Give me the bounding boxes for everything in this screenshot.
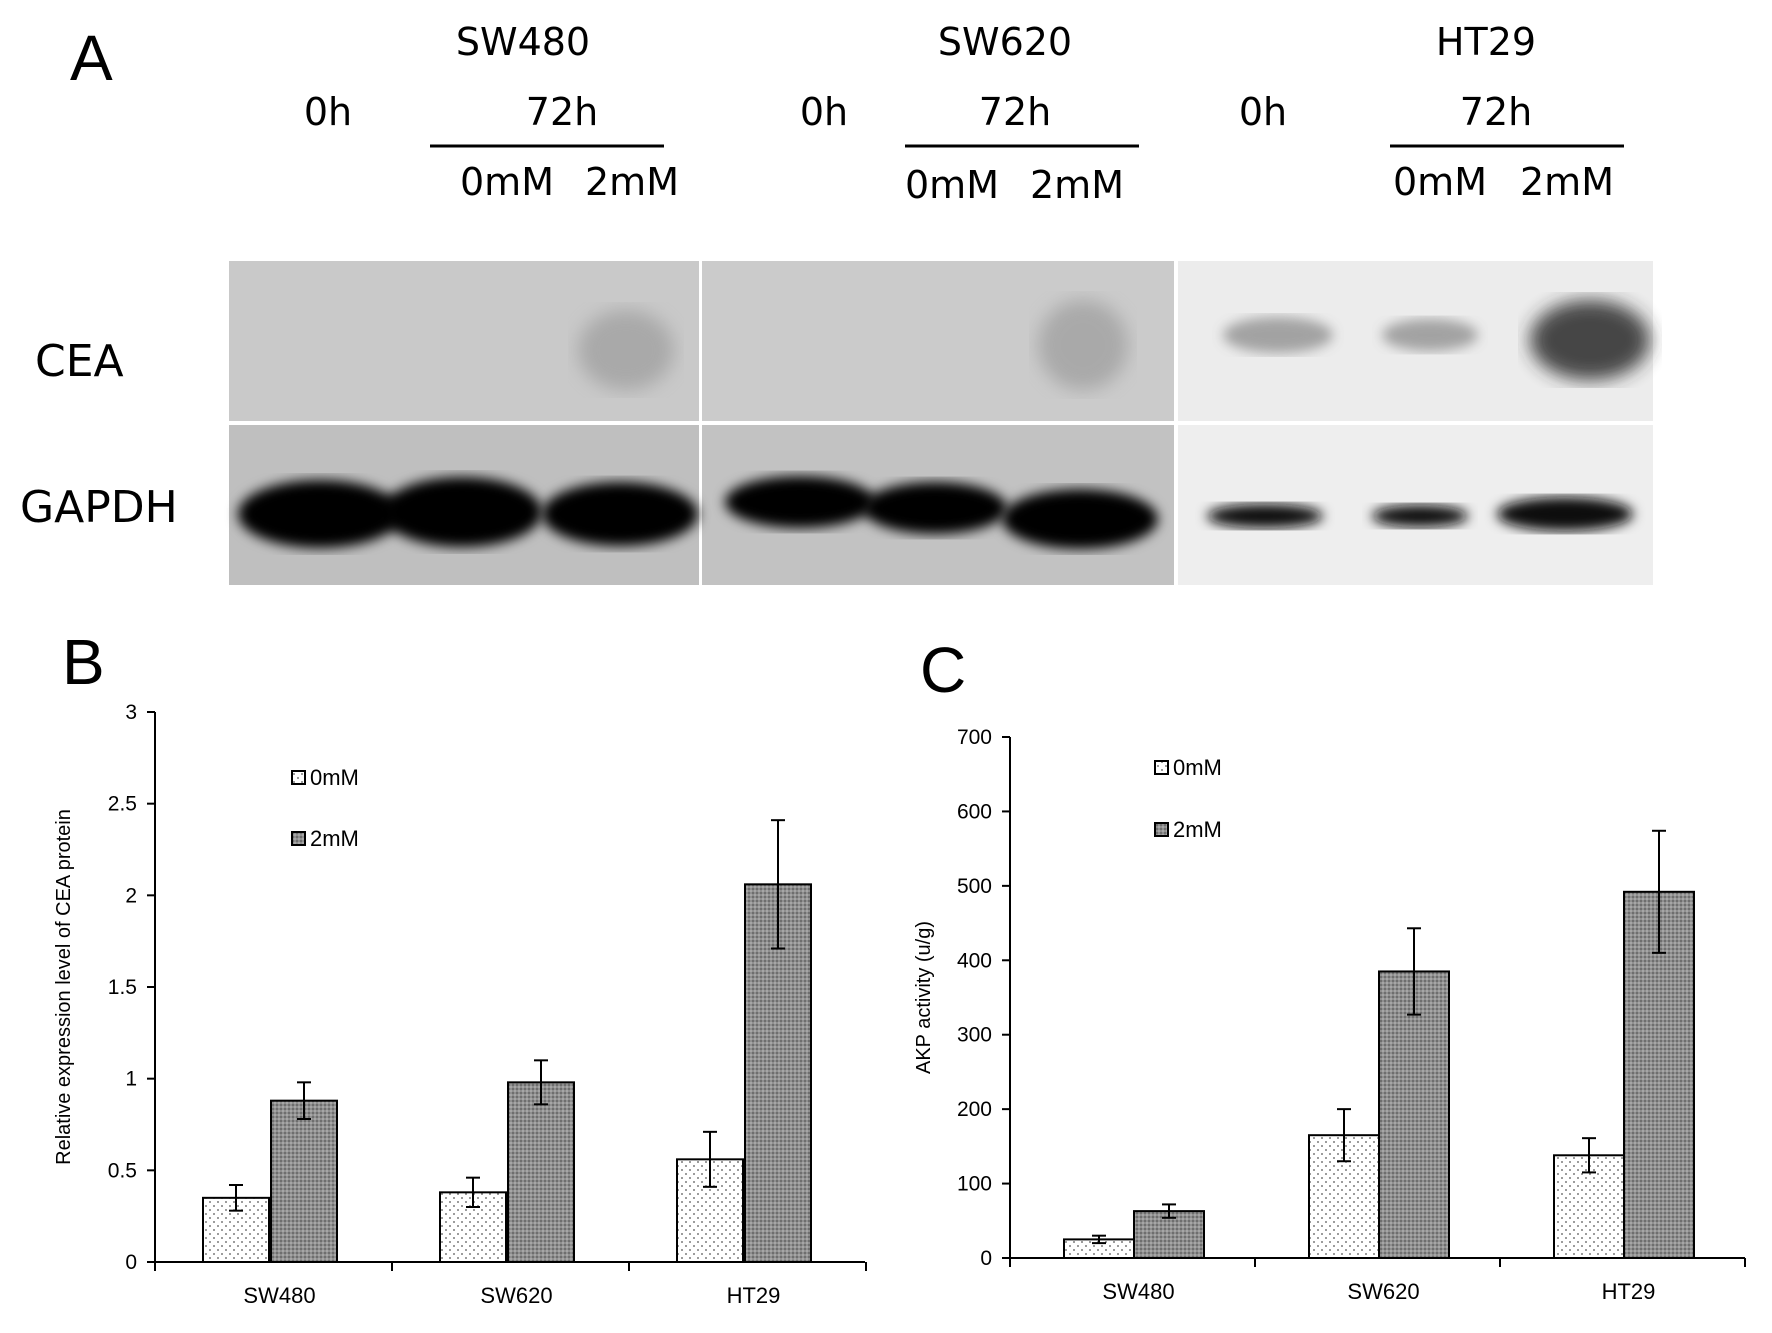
x-category-label: SW620 xyxy=(1347,1279,1419,1304)
chart-c: C 0 100 200 300 400 500 600 700 SW480 SW620 HT29 AK… xyxy=(913,634,1746,1304)
conc-0mm-label: 0mM xyxy=(1393,160,1487,204)
gapdh-band xyxy=(382,477,542,547)
legend-label: 2mM xyxy=(1173,817,1222,842)
y-tick-label: 700 xyxy=(957,726,992,749)
x-category-label: SW480 xyxy=(1102,1279,1174,1304)
y-tick-label: 600 xyxy=(957,800,992,823)
y-tick-label: 2.5 xyxy=(108,793,137,816)
y-tick-label: 0 xyxy=(125,1251,137,1274)
gapdh-band xyxy=(542,482,698,546)
y-tick-label: 1 xyxy=(125,1068,137,1091)
legend-label: 0mM xyxy=(1173,755,1222,780)
y-axis-label: Relative expression level of CEA protein xyxy=(53,809,75,1165)
gapdh-band xyxy=(1497,497,1633,531)
legend-swatch xyxy=(1154,760,1169,775)
blot-row-label-cea: CEA xyxy=(35,336,124,387)
cell-line-label: SW480 xyxy=(456,20,590,64)
cea-band xyxy=(1382,319,1478,351)
x-category-label: SW620 xyxy=(480,1283,552,1308)
bar-2mM-SW480 xyxy=(270,1099,338,1263)
panel-b-letter: B xyxy=(62,626,105,698)
cea-band xyxy=(1530,300,1650,380)
gapdh-band xyxy=(1372,505,1468,527)
y-tick-label: 200 xyxy=(957,1098,992,1121)
y-tick-label: 0 xyxy=(980,1247,992,1270)
gapdh-band xyxy=(1002,489,1158,549)
bar-2mM-SW620 xyxy=(1378,970,1450,1259)
gapdh-band xyxy=(1207,504,1323,528)
y-tick-label: 100 xyxy=(957,1173,992,1196)
blot-header-sw620: SW620 0h 72h 0mM 2mM xyxy=(800,20,1139,207)
cea-band xyxy=(1223,317,1333,353)
y-tick-label: 1.5 xyxy=(108,976,137,999)
panel-a-letter: A xyxy=(70,22,113,94)
cell-line-label: HT29 xyxy=(1436,20,1536,64)
time-72h-label: 72h xyxy=(1460,90,1532,134)
cea-band xyxy=(578,310,674,390)
legend-swatch xyxy=(291,770,306,785)
panel-c-letter: C xyxy=(920,634,966,706)
cell-line-label: SW620 xyxy=(938,20,1072,64)
time-72h-label: 72h xyxy=(979,90,1051,134)
y-axis-label: AKP activity (u/g) xyxy=(913,921,935,1074)
conc-0mm-label: 0mM xyxy=(460,160,554,204)
x-category-label: SW480 xyxy=(243,1283,315,1308)
blot-header-ht29: HT29 0h 72h 0mM 2mM xyxy=(1239,20,1624,204)
chart-b: B 0 0.5 1 1.5 2 2.5 3 SW480 SW620 HT29 Relative ex… xyxy=(53,626,867,1308)
blot-image xyxy=(229,261,1653,585)
y-tick-label: 0.5 xyxy=(108,1159,137,1182)
legend-label: 0mM xyxy=(310,765,359,790)
y-tick-label: 500 xyxy=(957,875,992,898)
panel-a: A SW480 0h 72h 0mM 2mM SW620 0h 72h 0mM … xyxy=(20,20,1653,585)
blot-header-sw480: SW480 0h 72h 0mM 2mM xyxy=(304,20,679,204)
x-category-label: HT29 xyxy=(727,1283,781,1308)
time-72h-label: 72h xyxy=(526,90,598,134)
y-tick-label: 300 xyxy=(957,1024,992,1047)
gapdh-band xyxy=(238,480,402,548)
legend-label: 2mM xyxy=(310,826,359,851)
gapdh-band xyxy=(725,476,875,528)
legend-swatch xyxy=(1154,822,1169,837)
legend-swatch xyxy=(291,831,306,846)
cea-band xyxy=(1038,300,1128,390)
blot-row-label-gapdh: GAPDH xyxy=(20,482,178,533)
conc-2mm-label: 2mM xyxy=(1520,160,1614,204)
bar-2mM-SW620 xyxy=(507,1081,575,1264)
y-tick-label: 2 xyxy=(125,884,137,907)
conc-2mm-label: 2mM xyxy=(1030,163,1124,207)
y-tick-label: 400 xyxy=(957,949,992,972)
y-tick-label: 3 xyxy=(125,701,137,724)
conc-0mm-label: 0mM xyxy=(905,163,999,207)
time-0h-label: 0h xyxy=(1239,90,1287,134)
conc-2mm-label: 2mM xyxy=(585,160,679,204)
time-0h-label: 0h xyxy=(800,90,848,134)
bar-2mM-SW480 xyxy=(1133,1210,1205,1259)
time-0h-label: 0h xyxy=(304,90,352,134)
x-category-label: HT29 xyxy=(1602,1279,1656,1304)
gapdh-band xyxy=(863,482,1007,534)
